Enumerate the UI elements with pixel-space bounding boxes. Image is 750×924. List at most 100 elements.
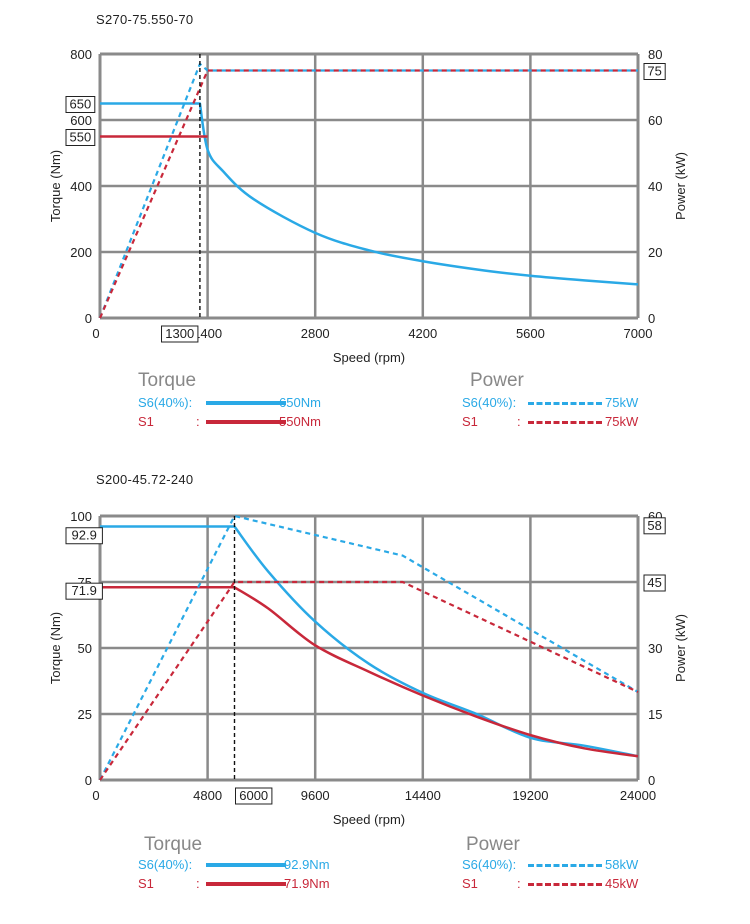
y-right-axis-title: Power (kW): [673, 152, 688, 220]
power-legend-s6-row: S6(40%): 75kW: [462, 395, 682, 411]
boxed-power-value: 45: [647, 575, 661, 590]
x-tick-label: 14400: [405, 788, 441, 803]
boxed-torque-value: 92.9: [72, 528, 97, 543]
series-line-power-s1: [99, 580, 639, 781]
legend-s1-colon: :: [196, 414, 200, 429]
chart-2-plot: 0 4800 9600 14400 19200 240006000025507510001…: [48, 509, 688, 827]
legend-s1-colon: :: [517, 876, 521, 891]
x-tick-label: 2800: [301, 326, 330, 341]
boxed-x-label-box: [161, 325, 199, 343]
y-left-axis-title: Torque (Nm): [48, 150, 63, 222]
legend-power-s1-value: 45kW: [605, 876, 639, 891]
x-tick-label: 1400: [193, 326, 222, 341]
boxed-torque-value: 550: [70, 130, 92, 145]
x-tick-label: 9600: [301, 788, 330, 803]
chart-model-title: S270-75.550-70: [96, 12, 194, 27]
power-legend: Power S6(40%): 75kW S1 : 75kW: [462, 370, 682, 440]
power-legend: Power S6(40%): 58kW S1 : 45kW: [462, 834, 682, 904]
x-tick-label: 0: [92, 326, 99, 341]
boxed-power-value-box: [643, 63, 666, 80]
y-right-tick-label: 60: [648, 113, 662, 128]
boxed-torque-value: 71.9: [72, 583, 97, 598]
boxed-torque-value: 650: [70, 97, 92, 112]
x-tick-label: 7000: [624, 326, 653, 341]
legend-s1-label: S1: [138, 876, 154, 891]
x-tick-label: 4800: [193, 788, 222, 803]
x-tick-label: 0: [92, 788, 99, 803]
boxed-power-value-box: [643, 517, 666, 535]
torque-legend: Torque S6(40%): 650Nm S1 : 550Nm: [138, 370, 358, 440]
legend-s1-colon: :: [517, 414, 521, 429]
power-legend-heading: Power: [470, 370, 524, 391]
legend-s1-dashed-sample: [528, 421, 602, 424]
boxed-x-label: 1300: [165, 326, 194, 341]
boxed-power-value: 58: [647, 518, 661, 533]
legend-s6-label: S6(40%):: [462, 395, 517, 410]
legend-s6-dashed-sample: [528, 402, 602, 405]
series-line-power-s6: [98, 62, 638, 319]
chart-block-2: S200-45.72-240 0 4800 9600 14400 19200 24000 6…: [0, 462, 750, 924]
legend-torque-s6-value: 650Nm: [279, 395, 321, 410]
boxed-power-value-box: [643, 574, 666, 592]
y-right-tick-label: 80: [648, 47, 662, 62]
boxed-x-label-box: [235, 787, 273, 805]
legend-power-s6-value: 75kW: [605, 395, 639, 410]
power-legend-s1-row: S1 : 75kW: [462, 414, 682, 430]
legend-s6-dashed-sample: [528, 864, 602, 867]
legend-s6-label: S6(40%):: [138, 395, 193, 410]
y-left-tick-label: 0: [85, 311, 92, 326]
y-left-tick-label: 0: [85, 773, 92, 788]
chart-block-1: S270-75.550-70 0 1400 2800 4200 5600 7000 1300…: [48, 12, 688, 440]
legend-s1-dashed-sample: [528, 883, 602, 886]
legend-torque-s1-value: 550Nm: [279, 414, 321, 429]
boxed-torque-value-box: [65, 96, 96, 113]
series-line-power-s1: [98, 69, 638, 319]
legend-s6-label: S6(40%):: [138, 857, 193, 872]
y-right-tick-label: 0: [648, 311, 655, 326]
x-axis-title: Speed (rpm): [333, 812, 405, 827]
boxed-power-value: 75: [647, 64, 661, 79]
y-right-tick-label: 15: [648, 707, 662, 722]
boxed-torque-value-box: [65, 527, 103, 545]
legend-s1-colon: :: [196, 876, 200, 891]
series-line-power-s6: [99, 514, 639, 781]
y-left-tick-label: 50: [78, 641, 92, 656]
legend-s6-solid-sample: [206, 863, 286, 867]
y-right-axis-title: Power (kW): [673, 614, 688, 682]
legend-power-s1-value: 75kW: [605, 414, 639, 429]
legend-s1-label: S1: [138, 414, 154, 429]
y-left-tick-label: 600: [70, 113, 92, 128]
torque-legend-s1-row: S1 : 71.9Nm: [138, 876, 358, 892]
y-right-tick-label: 0: [648, 773, 655, 788]
legend-s6-solid-sample: [206, 401, 286, 405]
torque-legend-s6-row: S6(40%): 92.9Nm: [138, 857, 358, 873]
boxed-torque-value-box: [65, 582, 103, 600]
y-left-tick-label: 100: [70, 509, 92, 524]
x-tick-label: 4200: [408, 326, 437, 341]
y-right-tick-label: 40: [648, 179, 662, 194]
legend-s1-solid-sample: [206, 420, 286, 424]
series-line-torque-s6: [100, 102, 639, 286]
power-legend-s6-row: S6(40%): 58kW: [462, 857, 682, 873]
legend-torque-s6-value: 92.9Nm: [284, 857, 330, 872]
power-legend-s1-row: S1 : 45kW: [462, 876, 682, 892]
legend-power-s6-value: 58kW: [605, 857, 639, 872]
torque-legend-heading: Torque: [138, 370, 197, 391]
series-line-torque-s1: [100, 586, 639, 758]
legend-torque-s1-value: 71.9Nm: [284, 876, 330, 891]
boxed-torque-value-box: [65, 129, 96, 146]
torque-legend-heading: Torque: [144, 834, 203, 855]
y-right-tick-label: 20: [648, 245, 662, 260]
x-axis-title: Speed (rpm): [333, 350, 405, 365]
y-left-tick-label: 400: [70, 179, 92, 194]
y-left-tick-label: 25: [78, 707, 92, 722]
torque-legend-s6-row: S6(40%): 650Nm: [138, 395, 358, 411]
boxed-x-label: 6000: [239, 788, 268, 803]
chart-1-plot: 0 1400 2800 4200 5600 7000 1300 0 200 400 600 800 0 2…: [48, 47, 688, 365]
legend-s6-label: S6(40%):: [462, 857, 517, 872]
series-line-torque-s6: [100, 525, 639, 758]
legend-s1-label: S1: [462, 414, 478, 429]
torque-legend-s1-row: S1 : 550Nm: [138, 414, 358, 430]
power-legend-heading: Power: [466, 834, 520, 855]
legend-s1-solid-sample: [206, 882, 286, 886]
